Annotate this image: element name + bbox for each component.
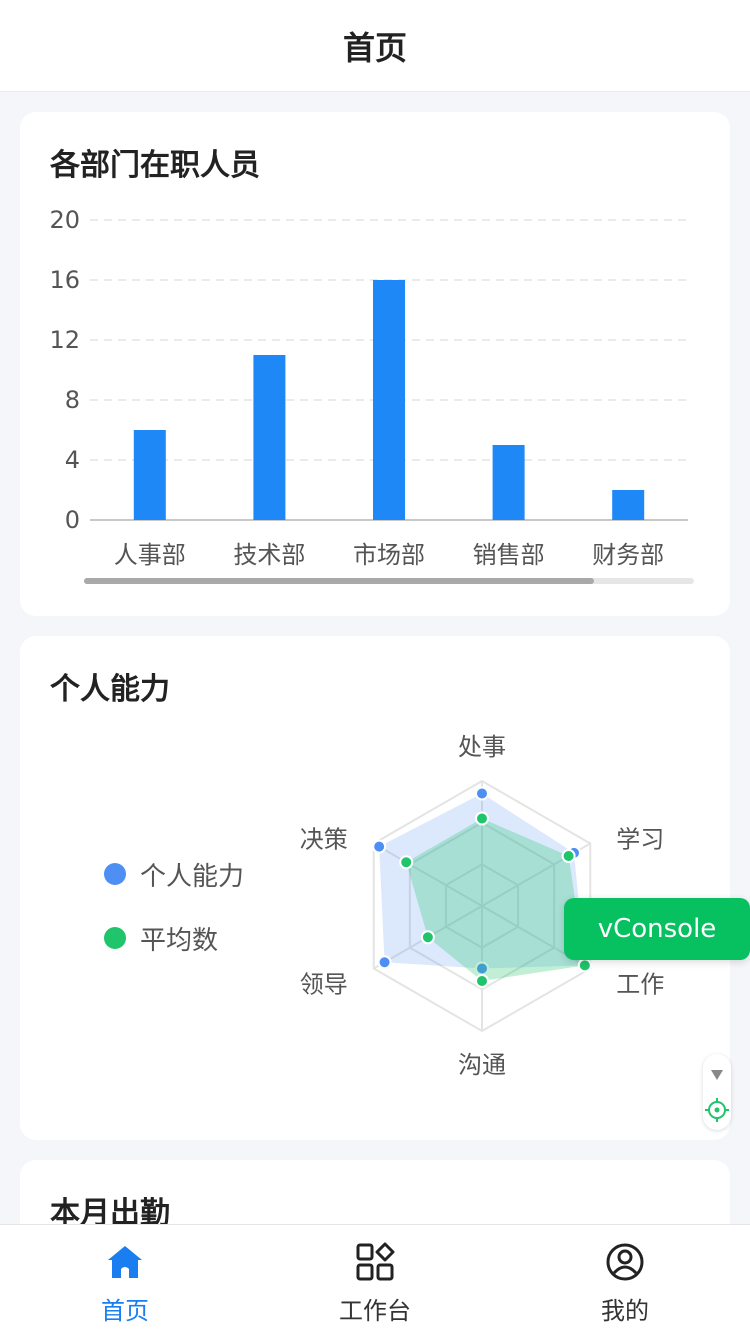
tab-mine[interactable]: 我的 [500,1225,750,1334]
legend-item-average[interactable]: 平均数 [104,922,244,956]
bar-chart: 0 4 8 12 16 20 人事部 技术部 市场部 销售部 财务部 [49,206,688,569]
y-tick-label: 16 [49,266,80,294]
bar-3 [373,280,405,520]
tab-label: 我的 [601,1297,649,1325]
tab-home[interactable]: 首页 [0,1225,250,1334]
x-tick-label: 财务部 [592,541,664,569]
radar-point [420,930,435,945]
y-tick-label: 4 [65,446,80,474]
y-tick-label: 8 [65,386,80,414]
legend-label: 平均数 [140,925,219,956]
chart-scrollbar-thumb[interactable] [84,578,594,584]
user-circle-icon [606,1243,644,1281]
legend-label: 个人能力 [140,861,245,892]
x-tick-label: 人事部 [114,541,186,569]
bar-2 [253,355,286,520]
vconsole-button[interactable]: vConsole [564,898,750,960]
radar-area-1 [379,793,585,969]
radar-area-2 [406,818,585,981]
x-tick-label: 销售部 [473,541,545,569]
radar-point [561,849,576,863]
apps-grid-icon [356,1242,395,1281]
radar-point [399,855,414,870]
radar-point [372,839,387,854]
legend-dot-average [104,927,126,949]
legend-dot-personal [104,863,126,885]
radar-point [475,974,489,988]
floating-tool[interactable] [703,1054,731,1130]
tab-bar: 首页 工作台 我的 [0,1224,750,1334]
radar-indicator-label: 处事 [458,733,506,761]
radar-indicator-label: 工作 [616,971,664,999]
radar-point [475,811,489,826]
radar-point [377,955,392,970]
tab-label: 首页 [101,1297,149,1325]
y-tick-label: 20 [49,206,80,234]
radar-indicator-label: 学习 [616,826,664,854]
bar-4 [492,445,525,520]
bar-5 [612,490,645,520]
y-tick-label: 12 [49,326,80,354]
x-tick-label: 技术部 [233,541,305,569]
tab-workbench[interactable]: 工作台 [250,1225,500,1334]
radar-spoke [373,842,483,907]
radar-point [475,786,489,801]
chevron-down-icon [711,1070,723,1080]
radar-indicator-label: 沟通 [458,1051,506,1079]
page-title: 首页 [342,28,407,67]
radar-legend: 个人能力 平均数 [104,858,244,986]
y-tick-label: 0 [65,506,80,534]
ability-card: 个人能力 个人能力 平均数 处事学习工作沟通 领导 决策 [20,636,730,1140]
radar-indicator-label: 领导 [300,971,348,999]
chart-scrollbar[interactable] [84,578,694,584]
tab-label: 工作台 [339,1297,411,1325]
legend-item-personal[interactable]: 个人能力 [104,858,245,892]
bar-1 [133,430,166,520]
x-tick-label: 市场部 [353,541,425,569]
department-staff-card: 各部门在职人员 0 4 8 12 16 20 人事部 技术部 市场部 销售部 财务部 [20,112,730,616]
nav-bar: 首页 [0,0,750,92]
card-title: 各部门在职人员 [50,148,260,183]
home-icon [108,1246,142,1278]
radar-point [577,958,592,973]
card-title: 个人能力 [50,672,170,707]
radar-indicator-label: 决策 [300,826,348,854]
